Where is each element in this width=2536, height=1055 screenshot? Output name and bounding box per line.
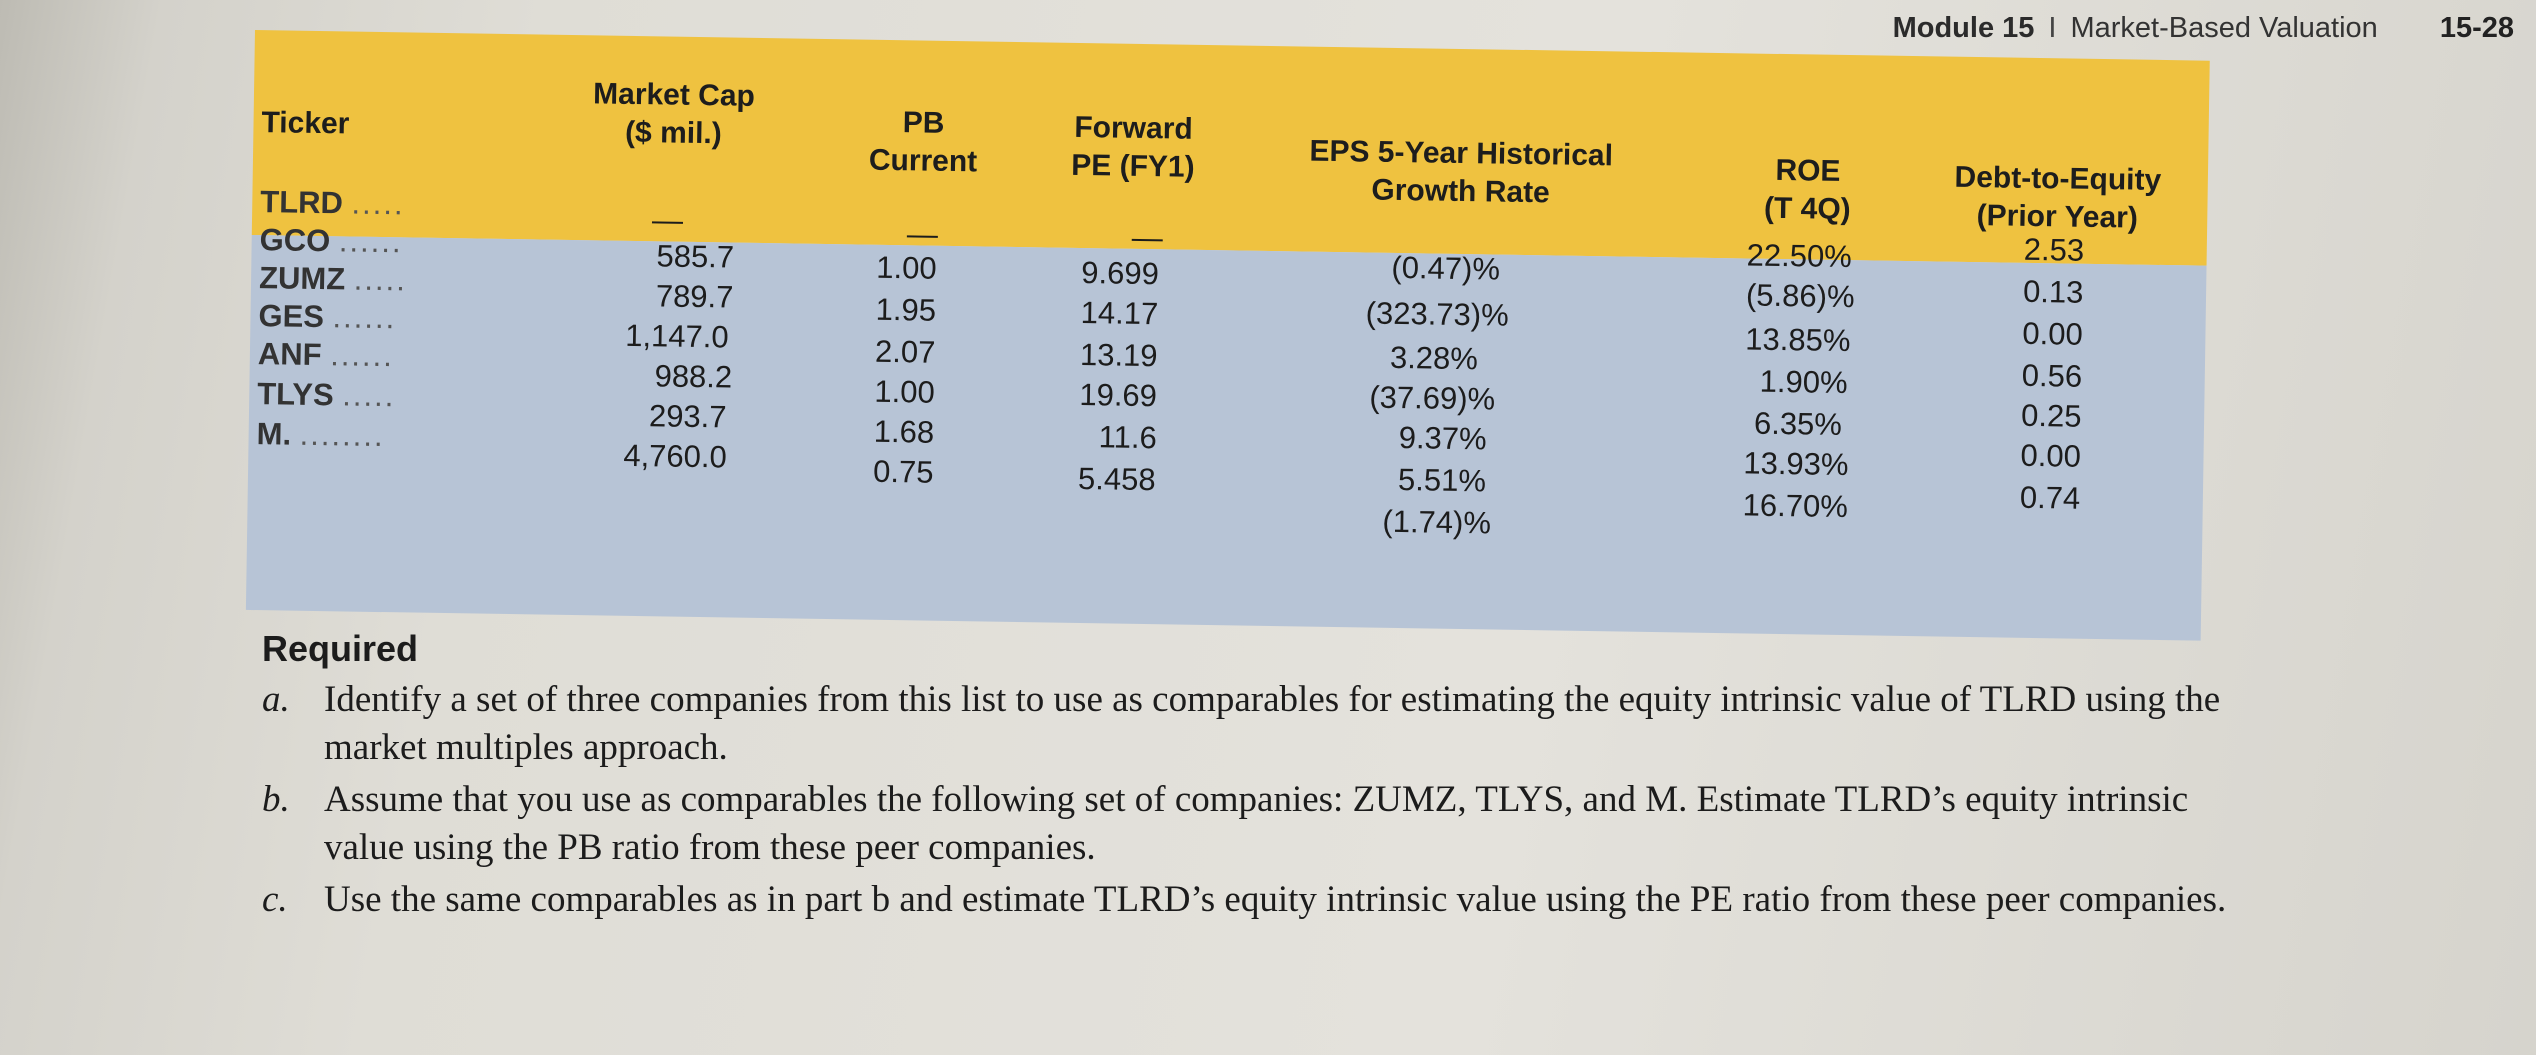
ticker-cell: M. xyxy=(256,416,292,452)
eps-growth-cell: 3.28% xyxy=(1389,339,1479,377)
eps-growth-cell: 9.37% xyxy=(1398,420,1487,457)
ticker-cell: GCO xyxy=(259,222,331,259)
leader-dots: ...... xyxy=(338,223,403,260)
leader-dots: ..... xyxy=(342,377,396,414)
debt-to-equity-cell: 0.00 xyxy=(2020,437,2082,474)
col-header-debt-to-equity: Debt-to-Equity (Prior Year) xyxy=(1954,160,2162,235)
pb-cell: 2.07 xyxy=(874,333,936,370)
question-letter: c. xyxy=(262,879,288,920)
comparables-table: Ticker Market Cap ($ mil.) PB Current Fo… xyxy=(245,30,2210,641)
eps-growth-cell: (323.73)% xyxy=(1365,295,1509,333)
question-text: Identify a set of three companies from t… xyxy=(324,679,2221,768)
pb-cell: 1.00 xyxy=(876,249,937,286)
market-cap-cell: 988.2 xyxy=(654,358,733,395)
roe-cell: 16.70% xyxy=(1742,487,1849,525)
debt-to-equity-cell: 0.00 xyxy=(2022,315,2084,352)
roe-cell: (5.86)% xyxy=(1745,277,1855,315)
forward-pe-cell: 13.19 xyxy=(1079,337,1158,374)
leader-dots: ..... xyxy=(353,261,408,298)
required-heading: Required xyxy=(262,628,419,669)
forward-pe-cell: — xyxy=(1131,219,1164,256)
question-c: c. Use the same comparables as in part b… xyxy=(262,876,2262,924)
col-header-forward-pe: Forward PE (FY1) xyxy=(1071,110,1195,184)
debt-to-equity-cell: 2.53 xyxy=(2023,231,2085,268)
question-text: Assume that you use as comparables the f… xyxy=(324,779,2189,868)
market-cap-cell: — xyxy=(651,202,684,238)
eps-growth-cell: 5.51% xyxy=(1397,462,1487,499)
market-cap-cell: 585.7 xyxy=(656,238,735,275)
pb-cell: 1.68 xyxy=(873,413,935,450)
pb-cell: — xyxy=(906,216,939,252)
eps-growth-cell: (1.74)% xyxy=(1382,503,1492,541)
question-a: a. Identify a set of three companies fro… xyxy=(262,676,2262,772)
module-label: Module 15 xyxy=(1892,11,2035,44)
col-header-market-cap: Market Cap ($ mil.) xyxy=(592,77,756,151)
debt-to-equity-cell: 0.74 xyxy=(2019,479,2081,516)
eps-growth-cell: (0.47)% xyxy=(1391,249,1501,287)
forward-pe-cell: 5.458 xyxy=(1077,460,1156,498)
pb-cell: 1.00 xyxy=(874,373,936,410)
debt-to-equity-cell: 0.13 xyxy=(2022,273,2084,310)
ticker-cell: TLRD xyxy=(260,184,344,221)
debt-to-equity-cell: 0.25 xyxy=(2020,397,2082,434)
leader-dots: ...... xyxy=(332,299,397,336)
roe-cell: 13.85% xyxy=(1745,321,1851,359)
debt-to-equity-cell: 0.56 xyxy=(2021,357,2083,394)
pb-cell: 0.75 xyxy=(872,453,934,490)
market-cap-cell: 4,760.0 xyxy=(623,437,728,475)
question-letter: a. xyxy=(262,679,290,720)
col-header-roe: ROE (T 4Q) xyxy=(1763,153,1851,227)
market-cap-cell: 789.7 xyxy=(655,278,734,315)
header-separator: I xyxy=(2048,11,2057,44)
roe-cell: 6.35% xyxy=(1753,405,1843,442)
ticker-cell: ANF xyxy=(257,336,322,373)
table-header-band: Ticker Market Cap ($ mil.) PB Current Fo… xyxy=(251,30,2210,266)
leader-dots: ...... xyxy=(329,337,395,374)
ticker-cell: TLYS xyxy=(257,376,334,413)
question-letter: b. xyxy=(262,779,290,820)
roe-cell: 1.90% xyxy=(1759,363,1848,401)
market-cap-cell: 1,147.0 xyxy=(624,317,729,355)
running-header: Module 15 I Market-Based Valuation 15-28 xyxy=(1893,8,2514,48)
pb-cell: 1.95 xyxy=(875,291,937,328)
forward-pe-cell: 11.6 xyxy=(1098,419,1158,456)
roe-cell: 22.50% xyxy=(1746,237,1853,275)
module-title: Market-Based Valuation xyxy=(2070,11,2378,44)
ticker-cell: GES xyxy=(258,298,325,335)
leader-dots: ........ xyxy=(299,416,385,454)
eps-growth-cell: (37.69)% xyxy=(1369,379,1496,417)
forward-pe-cell: 14.17 xyxy=(1080,295,1159,332)
market-cap-cell: 293.7 xyxy=(648,398,727,435)
table-body: TLRD ..... — — — (0.47)% 22.50% 2.53 GCO… xyxy=(245,184,2207,641)
col-header-eps-growth: EPS 5-Year Historical Growth Rate xyxy=(1309,134,1614,210)
question-text: Use the same comparables as in part b an… xyxy=(324,879,2227,920)
ticker-cell: ZUMZ xyxy=(258,260,346,297)
col-header-pb: PB Current xyxy=(868,106,978,179)
required-section: Required a. Identify a set of three comp… xyxy=(262,628,2262,928)
leader-dots: ..... xyxy=(351,185,405,222)
roe-cell: 13.93% xyxy=(1743,445,1849,483)
col-header-ticker: Ticker xyxy=(261,106,350,141)
forward-pe-cell: 19.69 xyxy=(1079,376,1158,414)
page-number: 15-28 xyxy=(2439,11,2514,44)
question-b: b. Assume that you use as comparables th… xyxy=(262,776,2262,872)
forward-pe-cell: 9.699 xyxy=(1081,255,1160,292)
